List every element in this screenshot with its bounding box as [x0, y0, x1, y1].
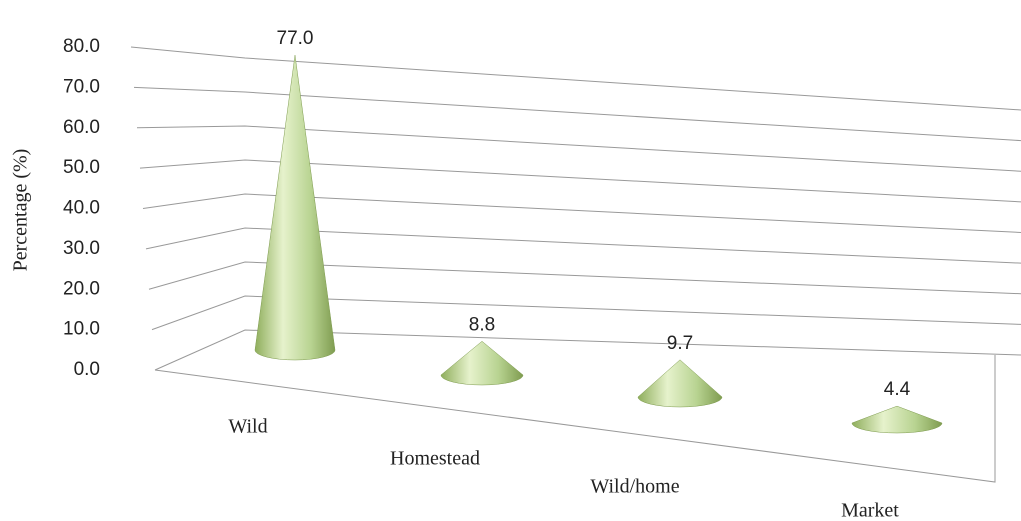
y-tick-label: 0.0 — [74, 359, 100, 380]
x-tick-label: Wild — [228, 416, 267, 438]
data-label: 77.0 — [277, 28, 314, 49]
y-tick-label: 80.0 — [63, 36, 100, 57]
grid-line — [136, 125, 1021, 172]
cone — [254, 55, 336, 361]
data-label: 4.4 — [884, 379, 911, 400]
x-tick-label: Wild/home — [590, 476, 679, 498]
data-label: 9.7 — [667, 333, 693, 354]
cone — [851, 405, 943, 434]
grid-line — [154, 329, 1021, 371]
x-tick-label: Homestead — [390, 448, 480, 470]
y-tick-label: 50.0 — [63, 157, 100, 178]
grid-line — [151, 295, 1021, 331]
cone — [440, 340, 524, 386]
grid-line — [145, 227, 1021, 264]
y-tick-label: 10.0 — [63, 319, 100, 340]
grid-line — [148, 261, 1021, 295]
y-tick-label: 60.0 — [63, 117, 100, 138]
cone — [637, 359, 723, 408]
grid-line — [142, 193, 1021, 233]
grid-line — [133, 86, 1021, 142]
grid-line — [130, 46, 1021, 111]
y-axis-title: Percentage (%) — [10, 149, 32, 272]
y-tick-label: 40.0 — [63, 198, 100, 219]
x-tick-label: Market — [841, 500, 899, 521]
y-tick-label: 20.0 — [63, 278, 100, 299]
y-tick-label: 70.0 — [63, 76, 100, 97]
y-tick-label: 30.0 — [63, 238, 100, 259]
floor-edge — [154, 355, 996, 483]
data-label: 8.8 — [469, 314, 495, 335]
grid-line — [139, 159, 1021, 203]
